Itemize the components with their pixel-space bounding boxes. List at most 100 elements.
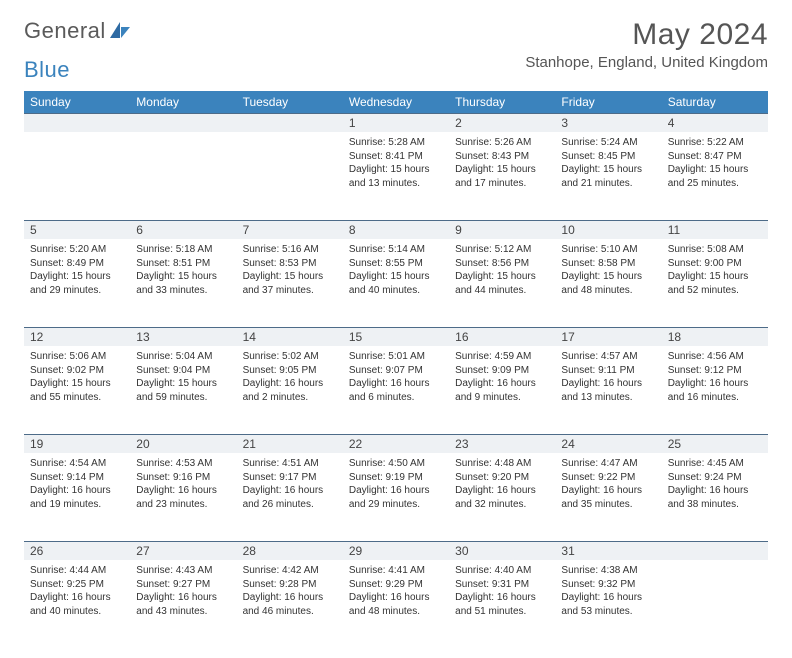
daylight-line2: and 38 minutes. bbox=[668, 498, 762, 512]
sunrise-text: Sunrise: 4:53 AM bbox=[136, 457, 230, 471]
daylight-line2: and 37 minutes. bbox=[243, 284, 337, 298]
sunset-text: Sunset: 9:24 PM bbox=[668, 471, 762, 485]
sunset-text: Sunset: 9:12 PM bbox=[668, 364, 762, 378]
day-number: 11 bbox=[662, 221, 768, 239]
sunset-text: Sunset: 9:00 PM bbox=[668, 257, 762, 271]
daylight-line2: and 16 minutes. bbox=[668, 391, 762, 405]
sunrise-text: Sunrise: 5:18 AM bbox=[136, 243, 230, 257]
weekday-thursday: Thursday bbox=[449, 91, 555, 113]
day-number: 8 bbox=[343, 221, 449, 239]
sunrise-text: Sunrise: 5:28 AM bbox=[349, 136, 443, 150]
daylight-line1: Daylight: 16 hours bbox=[243, 377, 337, 391]
daylight-line1: Daylight: 15 hours bbox=[455, 163, 549, 177]
sunset-text: Sunset: 9:29 PM bbox=[349, 578, 443, 592]
sunrise-text: Sunrise: 4:48 AM bbox=[455, 457, 549, 471]
daylight-line2: and 17 minutes. bbox=[455, 177, 549, 191]
empty-cell bbox=[130, 132, 236, 220]
sunset-text: Sunset: 9:19 PM bbox=[349, 471, 443, 485]
weekday-header-row: SundayMondayTuesdayWednesdayThursdayFrid… bbox=[24, 91, 768, 113]
daylight-line1: Daylight: 16 hours bbox=[30, 591, 124, 605]
day-cell: Sunrise: 4:40 AMSunset: 9:31 PMDaylight:… bbox=[449, 560, 555, 648]
weekday-sunday: Sunday bbox=[24, 91, 130, 113]
daylight-line2: and 35 minutes. bbox=[561, 498, 655, 512]
sunrise-text: Sunrise: 4:42 AM bbox=[243, 564, 337, 578]
daylight-line2: and 29 minutes. bbox=[30, 284, 124, 298]
day-cell: Sunrise: 4:50 AMSunset: 9:19 PMDaylight:… bbox=[343, 453, 449, 541]
daylight-line2: and 33 minutes. bbox=[136, 284, 230, 298]
month-title: May 2024 bbox=[525, 18, 768, 52]
daylight-line1: Daylight: 15 hours bbox=[561, 163, 655, 177]
sunset-text: Sunset: 8:43 PM bbox=[455, 150, 549, 164]
sunrise-text: Sunrise: 4:45 AM bbox=[668, 457, 762, 471]
day-cell: Sunrise: 4:45 AMSunset: 9:24 PMDaylight:… bbox=[662, 453, 768, 541]
day-number: 14 bbox=[237, 328, 343, 346]
sunrise-text: Sunrise: 4:47 AM bbox=[561, 457, 655, 471]
sunset-text: Sunset: 9:09 PM bbox=[455, 364, 549, 378]
sunrise-text: Sunrise: 5:10 AM bbox=[561, 243, 655, 257]
location-text: Stanhope, England, United Kingdom bbox=[525, 54, 768, 71]
daylight-line1: Daylight: 16 hours bbox=[455, 377, 549, 391]
day-cell: Sunrise: 4:53 AMSunset: 9:16 PMDaylight:… bbox=[130, 453, 236, 541]
daylight-line1: Daylight: 15 hours bbox=[243, 270, 337, 284]
day-number: 2 bbox=[449, 114, 555, 132]
sunrise-text: Sunrise: 5:20 AM bbox=[30, 243, 124, 257]
sunrise-text: Sunrise: 5:26 AM bbox=[455, 136, 549, 150]
daylight-line2: and 55 minutes. bbox=[30, 391, 124, 405]
day-number: 13 bbox=[130, 328, 236, 346]
day-number: 12 bbox=[24, 328, 130, 346]
sunrise-text: Sunrise: 4:50 AM bbox=[349, 457, 443, 471]
daylight-line2: and 13 minutes. bbox=[349, 177, 443, 191]
daylight-line2: and 29 minutes. bbox=[349, 498, 443, 512]
week-row: Sunrise: 4:44 AMSunset: 9:25 PMDaylight:… bbox=[24, 560, 768, 648]
day-number bbox=[662, 542, 768, 560]
daylight-line2: and 25 minutes. bbox=[668, 177, 762, 191]
daylight-line1: Daylight: 15 hours bbox=[136, 377, 230, 391]
day-number bbox=[24, 114, 130, 132]
sunset-text: Sunset: 9:28 PM bbox=[243, 578, 337, 592]
sunset-text: Sunset: 9:17 PM bbox=[243, 471, 337, 485]
day-cell: Sunrise: 4:56 AMSunset: 9:12 PMDaylight:… bbox=[662, 346, 768, 434]
week-row: Sunrise: 5:06 AMSunset: 9:02 PMDaylight:… bbox=[24, 346, 768, 434]
weekday-saturday: Saturday bbox=[662, 91, 768, 113]
daynum-row: 262728293031 bbox=[24, 541, 768, 560]
day-cell: Sunrise: 5:16 AMSunset: 8:53 PMDaylight:… bbox=[237, 239, 343, 327]
calendar-grid: SundayMondayTuesdayWednesdayThursdayFrid… bbox=[24, 91, 768, 648]
weeks-container: 1234Sunrise: 5:28 AMSunset: 8:41 PMDayli… bbox=[24, 113, 768, 648]
brand-word-2: Blue bbox=[24, 57, 70, 83]
daylight-line2: and 19 minutes. bbox=[30, 498, 124, 512]
daylight-line1: Daylight: 15 hours bbox=[349, 163, 443, 177]
daylight-line1: Daylight: 15 hours bbox=[668, 270, 762, 284]
day-cell: Sunrise: 5:14 AMSunset: 8:55 PMDaylight:… bbox=[343, 239, 449, 327]
sunset-text: Sunset: 9:22 PM bbox=[561, 471, 655, 485]
sunrise-text: Sunrise: 5:12 AM bbox=[455, 243, 549, 257]
sunset-text: Sunset: 9:25 PM bbox=[30, 578, 124, 592]
day-number: 17 bbox=[555, 328, 661, 346]
daynum-row: 1234 bbox=[24, 113, 768, 132]
day-number: 16 bbox=[449, 328, 555, 346]
sunrise-text: Sunrise: 5:16 AM bbox=[243, 243, 337, 257]
daylight-line1: Daylight: 16 hours bbox=[243, 591, 337, 605]
sail-icon bbox=[110, 20, 132, 40]
day-number: 18 bbox=[662, 328, 768, 346]
weekday-friday: Friday bbox=[555, 91, 661, 113]
sunset-text: Sunset: 8:53 PM bbox=[243, 257, 337, 271]
day-cell: Sunrise: 4:57 AMSunset: 9:11 PMDaylight:… bbox=[555, 346, 661, 434]
sunrise-text: Sunrise: 5:14 AM bbox=[349, 243, 443, 257]
day-number: 4 bbox=[662, 114, 768, 132]
day-number bbox=[237, 114, 343, 132]
day-cell: Sunrise: 5:18 AMSunset: 8:51 PMDaylight:… bbox=[130, 239, 236, 327]
daylight-line2: and 6 minutes. bbox=[349, 391, 443, 405]
sunset-text: Sunset: 8:47 PM bbox=[668, 150, 762, 164]
brand-logo: General bbox=[24, 18, 132, 44]
day-number: 21 bbox=[237, 435, 343, 453]
daylight-line1: Daylight: 15 hours bbox=[30, 377, 124, 391]
daylight-line1: Daylight: 16 hours bbox=[455, 591, 549, 605]
sunrise-text: Sunrise: 4:43 AM bbox=[136, 564, 230, 578]
day-cell: Sunrise: 5:08 AMSunset: 9:00 PMDaylight:… bbox=[662, 239, 768, 327]
sunrise-text: Sunrise: 4:59 AM bbox=[455, 350, 549, 364]
day-number: 28 bbox=[237, 542, 343, 560]
sunset-text: Sunset: 8:56 PM bbox=[455, 257, 549, 271]
brand-word-1: General bbox=[24, 18, 106, 44]
daylight-line1: Daylight: 15 hours bbox=[136, 270, 230, 284]
day-number: 30 bbox=[449, 542, 555, 560]
